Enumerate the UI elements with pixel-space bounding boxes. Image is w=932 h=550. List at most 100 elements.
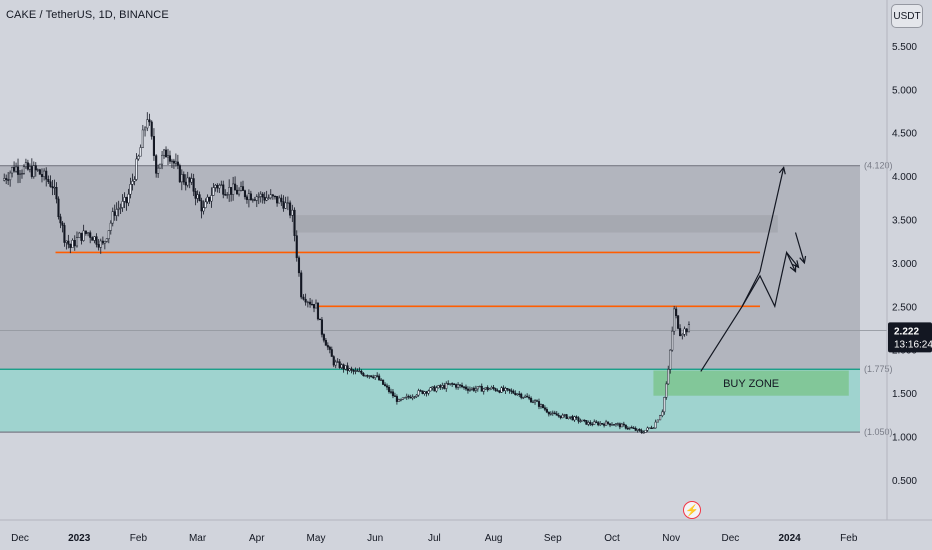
candle-body — [51, 186, 54, 189]
projection-arrow-1 — [741, 250, 797, 309]
candle-body — [393, 395, 396, 397]
candle-body — [38, 169, 41, 175]
candle-body — [362, 373, 365, 376]
candle-body — [500, 387, 503, 393]
candle-body — [216, 185, 219, 189]
candle-body — [612, 424, 616, 426]
candle-body — [80, 232, 83, 241]
candle-body — [419, 390, 422, 392]
projection-arrow-head — [778, 166, 786, 175]
candle-body — [295, 235, 298, 259]
candle-body — [476, 386, 479, 390]
candle-body — [26, 162, 29, 170]
candle-body — [687, 324, 691, 333]
candle-body — [141, 129, 144, 148]
candle-body — [220, 184, 223, 186]
candle-body — [378, 375, 381, 381]
candle-body — [40, 174, 44, 177]
tradingview-logo-icon[interactable]: ⚡ — [683, 501, 701, 519]
candle-body — [395, 396, 398, 402]
candle-body — [135, 158, 138, 180]
projection-arrow-1-head — [789, 264, 797, 273]
candle-body — [57, 198, 60, 218]
candle-body — [484, 387, 487, 390]
candle-body — [322, 334, 325, 341]
projection-arrow — [700, 167, 785, 372]
candle-body — [630, 427, 633, 429]
candle-body — [411, 396, 414, 399]
candle-body — [206, 196, 209, 203]
candle-body — [330, 349, 333, 357]
candle-body — [457, 384, 460, 388]
candle-body — [245, 196, 248, 200]
candle-body — [188, 177, 191, 183]
currency-unit-button[interactable]: USDT — [891, 4, 923, 28]
candle-body — [608, 423, 612, 426]
candle-body — [480, 385, 483, 392]
x-tick-label: 2023 — [68, 533, 91, 544]
candle-body — [236, 189, 239, 195]
candle-body — [204, 201, 207, 208]
price-series — [3, 112, 691, 434]
candle-body — [230, 187, 233, 195]
candle-body — [644, 429, 647, 433]
candle-body — [581, 419, 584, 422]
candle-body — [338, 361, 341, 368]
candle-body — [222, 184, 225, 195]
candle-body — [632, 427, 635, 429]
candle-body — [601, 423, 604, 425]
candle-body — [234, 183, 237, 191]
candle-body — [273, 195, 277, 198]
candle-body — [172, 160, 175, 164]
candle-body — [626, 427, 629, 430]
x-axis[interactable]: Dec 2023 Feb Mar Apr May Jun Jul Aug Sep Oct Nov Dec… — [11, 533, 858, 544]
candle-body — [387, 386, 391, 392]
candle-body — [607, 421, 610, 424]
candle-body — [47, 179, 50, 182]
candle-body — [278, 197, 281, 204]
candle-body — [22, 166, 25, 174]
candle-body — [123, 197, 126, 202]
candle-body — [368, 375, 371, 377]
candle-body — [364, 375, 367, 377]
candle-body — [15, 166, 18, 172]
candle-body — [563, 414, 566, 416]
candle-body — [372, 376, 375, 379]
candle-body — [150, 121, 153, 137]
candle-body — [399, 399, 402, 401]
candle-body — [681, 334, 684, 337]
candle-body — [155, 155, 158, 174]
candle-body — [232, 183, 235, 195]
symbol-title[interactable]: CAKE / TetherUS, 1D, BINANCE — [6, 9, 169, 21]
candle-body — [200, 200, 203, 212]
candle-body — [9, 172, 12, 181]
candle-body — [498, 390, 501, 393]
candle-body — [239, 186, 243, 191]
candle-body — [174, 161, 177, 164]
candle-body — [332, 356, 335, 366]
candle-body — [522, 397, 525, 399]
candle-body — [311, 304, 314, 306]
x-tick-label: Apr — [249, 533, 265, 544]
candle-body — [636, 428, 639, 431]
candle-body — [661, 411, 664, 416]
last-price-tag: 2.222 13:16:24 — [888, 322, 932, 353]
candle-body — [241, 186, 245, 191]
x-tick-label: Feb — [840, 533, 858, 544]
candle-body — [127, 193, 130, 204]
candle-body — [342, 364, 345, 370]
candle-body — [194, 191, 197, 199]
candle-body — [190, 178, 193, 183]
candle-body — [571, 416, 574, 421]
candle-body — [328, 346, 331, 350]
candle-body — [496, 390, 499, 392]
candle-body — [261, 193, 264, 198]
x-tick-label: Aug — [485, 533, 503, 544]
price-tag-countdown: 13:16:24 — [894, 339, 932, 350]
candle-body — [638, 428, 641, 431]
candle-body — [583, 419, 586, 422]
x-tick-label: 2024 — [778, 533, 801, 544]
candle-body — [472, 387, 475, 391]
candle-body — [439, 385, 442, 388]
